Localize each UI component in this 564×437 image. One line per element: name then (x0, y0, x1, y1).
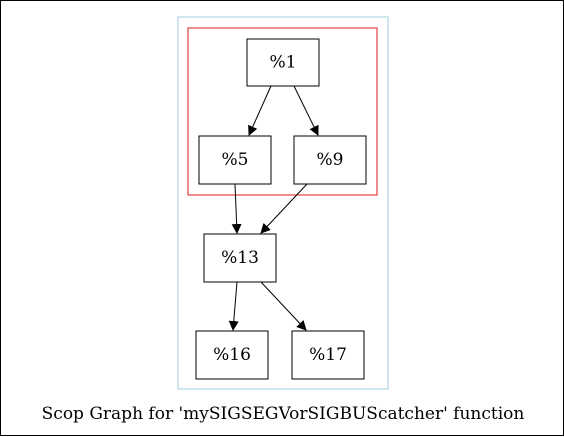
node-17[interactable]: %17 (291, 330, 365, 380)
node-1-box (246, 38, 320, 87)
node-5-box (198, 135, 272, 185)
edge-9-to-13 (260, 183, 308, 234)
scop-region-cluster (187, 27, 378, 196)
node-9-label: %9 (317, 150, 344, 170)
function-cluster (177, 16, 389, 390)
edge-1-to-5 (248, 85, 272, 136)
node-16-box (195, 330, 269, 380)
edge-1-to-9 (293, 85, 319, 136)
node-1-label: %1 (270, 53, 297, 73)
node-16[interactable]: %16 (195, 330, 269, 380)
node-17-box (291, 330, 365, 380)
node-13-box (203, 233, 277, 283)
node-13[interactable]: %13 (203, 233, 277, 283)
node-1[interactable]: %1 (246, 38, 320, 87)
edge-5-to-13 (231, 183, 242, 234)
node-13-label: %13 (221, 248, 259, 268)
edge-13-to-17 (260, 281, 307, 331)
node-9[interactable]: %9 (293, 135, 367, 185)
graph-caption: Scop Graph for 'mySIGSEGVorSIGBUScatcher… (42, 404, 525, 424)
node-5[interactable]: %5 (198, 135, 272, 185)
node-16-label: %16 (213, 345, 251, 365)
node-5-label: %5 (222, 150, 249, 170)
node-9-box (293, 135, 367, 185)
node-17-label: %17 (309, 345, 347, 365)
edge-13-to-16 (228, 281, 239, 331)
